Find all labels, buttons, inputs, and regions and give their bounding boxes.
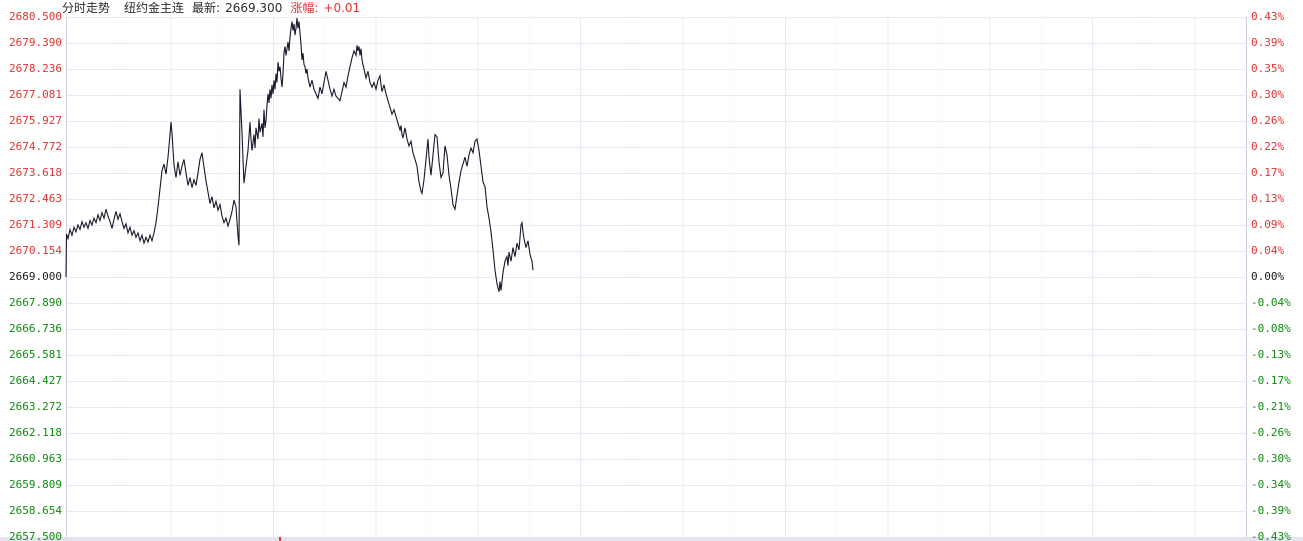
left-axis-label: 2672.463: [9, 192, 62, 205]
right-axis-label: 0.04%: [1251, 244, 1285, 257]
left-axis-label: 2658.654: [9, 504, 62, 517]
right-axis-label: 0.09%: [1251, 218, 1285, 231]
right-axis-label: 0.13%: [1251, 192, 1285, 205]
left-axis-label: 2671.309: [9, 218, 62, 231]
left-axis-label: 2667.890: [9, 296, 62, 309]
right-axis-label: -0.17%: [1251, 374, 1291, 387]
right-axis-label: 0.22%: [1251, 140, 1285, 153]
right-axis-label: 0.35%: [1251, 62, 1285, 75]
right-axis-label: 0.17%: [1251, 166, 1285, 179]
right-axis-label: 0.39%: [1251, 36, 1285, 49]
right-axis-label: -0.08%: [1251, 322, 1291, 335]
right-axis-label: 0.30%: [1251, 88, 1285, 101]
right-axis-label: -0.26%: [1251, 426, 1291, 439]
change-label: 涨幅:: [290, 1, 319, 15]
left-axis-label: 2659.809: [9, 478, 62, 491]
chart-header: 分时走势 纽约金主连 最新: 2669.300 涨幅: +0.01: [62, 1, 360, 15]
left-axis-label: 2662.118: [9, 426, 62, 439]
chart-title: 分时走势: [62, 1, 111, 15]
left-axis-label: 2666.736: [9, 322, 62, 335]
change-value: +0.01: [323, 1, 361, 15]
left-axis-label: 2677.081: [9, 88, 62, 101]
left-axis-label: 2680.500: [9, 10, 62, 23]
left-axis-label: 2674.772: [9, 140, 62, 153]
price-line: [65, 18, 534, 292]
latest-value: 2669.300: [225, 1, 283, 15]
time-axis-strip: [0, 537, 1303, 541]
left-axis-label: 2669.000: [9, 270, 62, 283]
left-axis-label: 2664.427: [9, 374, 62, 387]
right-axis-label: -0.34%: [1251, 478, 1291, 491]
right-axis-label: -0.04%: [1251, 296, 1291, 309]
right-axis-label: 0.00%: [1251, 270, 1285, 283]
instrument-name: 纽约金主连: [124, 1, 185, 15]
right-axis-label: -0.30%: [1251, 452, 1291, 465]
right-axis-label: -0.43%: [1251, 530, 1291, 541]
right-axis-label: 0.43%: [1251, 10, 1285, 23]
left-axis-label: 2663.272: [9, 400, 62, 413]
right-axis-label: 0.26%: [1251, 114, 1285, 127]
latest-label: 最新:: [192, 1, 221, 15]
left-axis-label: 2675.927: [9, 114, 62, 127]
time-marker-tick: [279, 537, 281, 541]
right-axis-label: -0.13%: [1251, 348, 1291, 361]
left-axis-label: 2670.154: [9, 244, 62, 257]
left-axis-label: 2665.581: [9, 348, 62, 361]
left-axis-label: 2673.618: [9, 166, 62, 179]
right-axis-label: -0.21%: [1251, 400, 1291, 413]
right-axis-label: -0.39%: [1251, 504, 1291, 517]
left-axis-label: 2657.500: [9, 530, 62, 541]
left-axis-label: 2660.963: [9, 452, 62, 465]
left-axis-label: 2679.390: [9, 36, 62, 49]
left-axis-label: 2678.236: [9, 62, 62, 75]
